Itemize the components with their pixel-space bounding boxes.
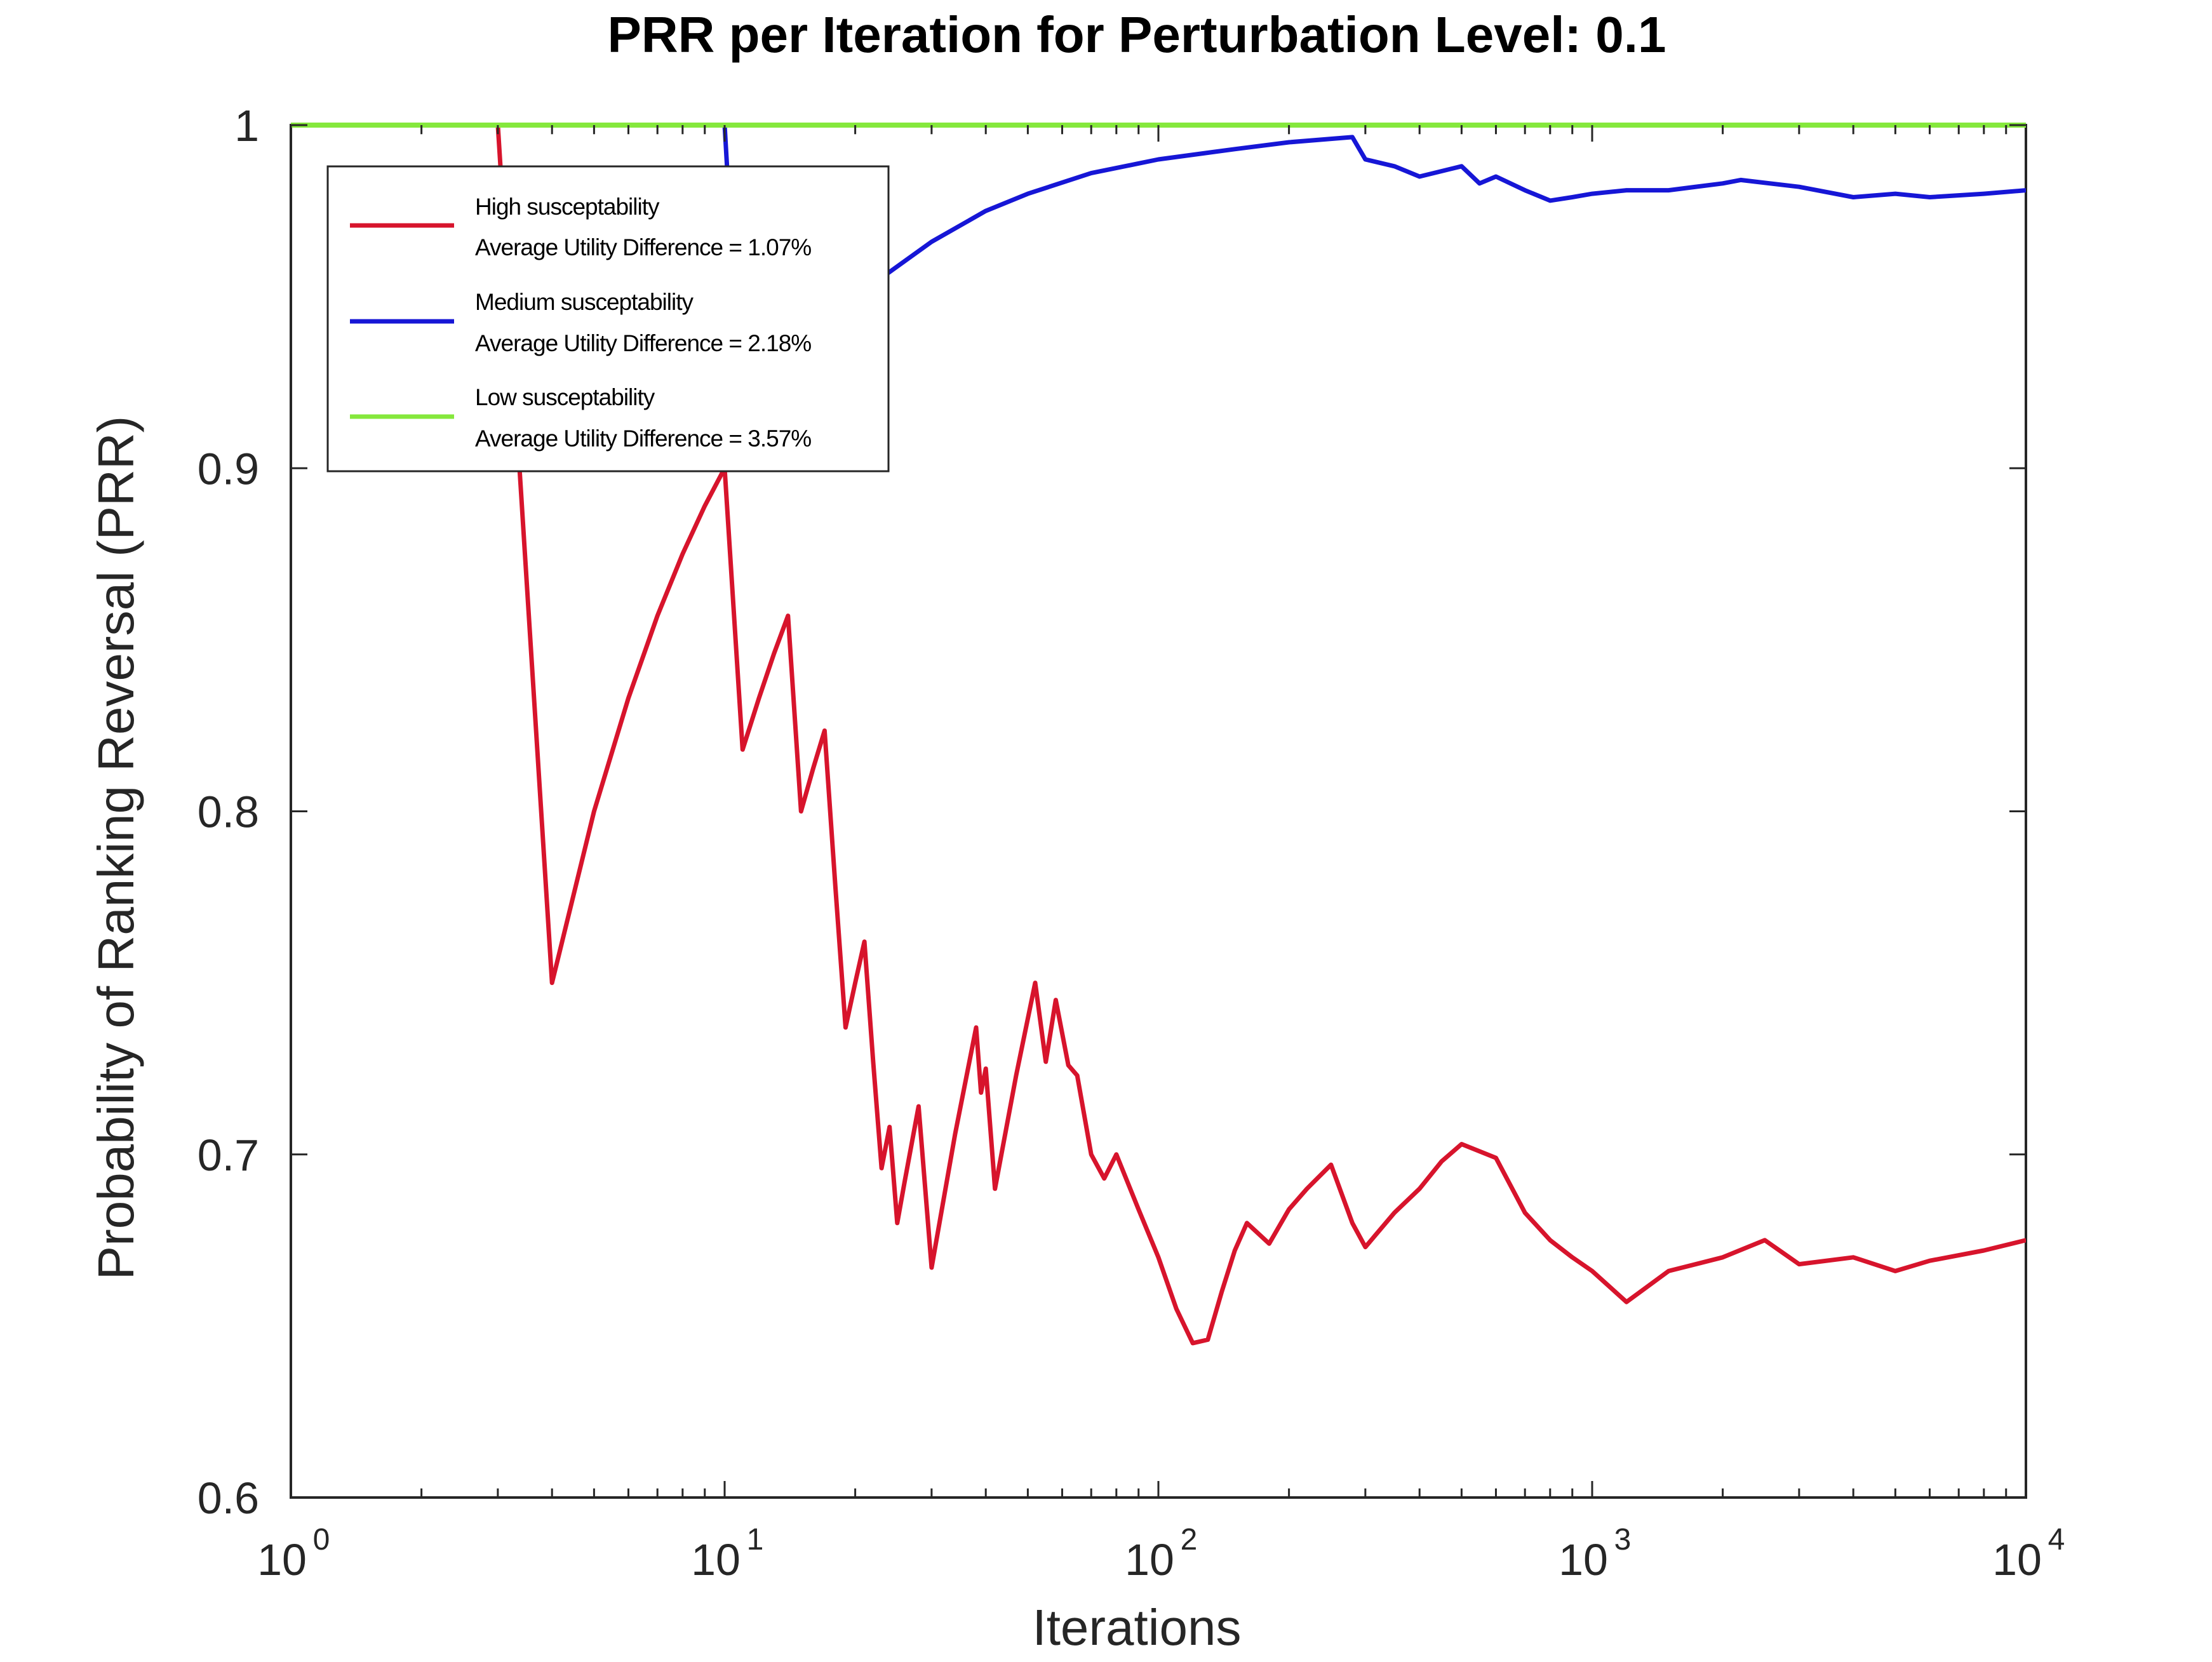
x-tick-label: 10 0: [257, 1523, 330, 1585]
x-tick-label: 10 1: [691, 1523, 763, 1585]
y-tick-label: 0.7: [198, 1130, 259, 1180]
y-tick-label: 0.9: [198, 444, 259, 493]
x-tick-label: 10 4: [1992, 1523, 2065, 1585]
x-tick-label: 10 3: [1558, 1523, 1631, 1585]
legend-label-low: Low susceptability: [475, 384, 655, 410]
legend-label-high: High susceptability: [475, 194, 660, 220]
y-tick-label: 0.8: [198, 787, 259, 837]
legend-detail-high: Average Utility Difference = 1.07%: [475, 234, 811, 260]
y-tick-label: 0.6: [198, 1473, 259, 1523]
series-line-high: [291, 123, 2026, 1346]
y-axis-label: Probability of Ranking Reversal (PRR): [88, 416, 144, 1280]
x-tick-label-exponent: 3: [1614, 1523, 1632, 1557]
legend-label-medium: Medium susceptability: [475, 289, 694, 315]
x-tick-label-base: 10: [691, 1535, 741, 1585]
legend: High susceptability Average Utility Diff…: [326, 165, 890, 472]
x-tick-label-exponent: 1: [747, 1523, 764, 1557]
x-tick-label-base: 10: [1558, 1535, 1608, 1585]
x-tick-label-base: 10: [1125, 1535, 1174, 1585]
x-tick-labels: 10 0 10 1 10 2 10 3 10 4: [257, 1523, 2065, 1585]
y-tick-label: 1: [234, 101, 259, 151]
tick-marks: [290, 124, 2027, 1499]
legend-detail-low: Average Utility Difference = 3.57%: [475, 426, 811, 452]
legend-box: [326, 165, 890, 472]
y-tick-labels: 0.6 0.7 0.8 0.9 1: [198, 101, 259, 1523]
legend-entry-low: Low susceptability Average Utility Diffe…: [350, 384, 812, 452]
chart-title: PRR per Iteration for Perturbation Level…: [608, 6, 1666, 63]
x-tick-label-base: 10: [257, 1535, 307, 1585]
x-tick-label-exponent: 2: [1181, 1523, 1198, 1557]
x-tick-label-base: 10: [1992, 1535, 2042, 1585]
series-line-medium: [291, 123, 2026, 440]
legend-entry-medium: Medium susceptability Average Utility Di…: [350, 289, 812, 356]
legend-entry-high: High susceptability Average Utility Diff…: [350, 194, 812, 260]
x-tick-label-exponent: 0: [313, 1523, 330, 1557]
x-axis-label: Iterations: [1032, 1599, 1241, 1656]
legend-detail-medium: Average Utility Difference = 2.18%: [475, 330, 811, 356]
x-tick-label: 10 2: [1125, 1523, 1197, 1585]
x-tick-label-exponent: 4: [2048, 1523, 2065, 1557]
